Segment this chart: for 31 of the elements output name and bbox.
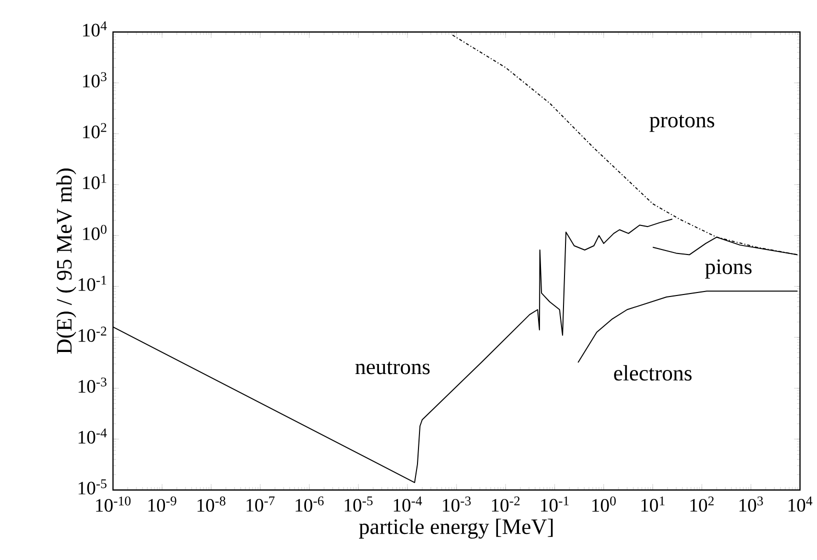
y-tick-label: 10$^{-5}$ [78, 479, 106, 494]
x-tick-label: 10$^{3}$ [740, 496, 763, 512]
x-tick-label: 10$^{-10}$ [96, 496, 131, 512]
y-tick-label: 10$^{2}$ [83, 123, 106, 138]
y-tick-label: 10$^{3}$ [83, 72, 106, 88]
series-label: electrons [614, 365, 692, 381]
x-tick-label: 10$^{-1}$ [541, 496, 569, 512]
x-tick-label: 10$^{-9}$ [148, 496, 176, 512]
y-tick-label: 10$^{1}$ [83, 174, 106, 190]
y-tick-label: 10$^{-4}$ [78, 428, 107, 444]
x-tick-label: 10$^{-8}$ [198, 496, 226, 512]
x-axis-title: particle energy [MeV] [359, 518, 553, 539]
x-tick-label: 10$^{-5}$ [344, 496, 373, 512]
x-tick-label: 10$^{2}$ [690, 496, 714, 512]
x-tick-label: 10$^{1}$ [641, 496, 665, 512]
x-tick-label: 10$^{0}$ [592, 496, 616, 512]
y-tick-label: 10$^{0}$ [83, 224, 106, 240]
x-tick-label: 10$^{-6}$ [296, 496, 324, 512]
series-label: pions [705, 259, 752, 279]
y-tick-label: 10$^{-3}$ [78, 378, 106, 393]
x-tick-label: 10$^{-7}$ [246, 496, 275, 512]
text: protons [650, 114, 714, 132]
y-tick-label: 10$^{-1}$ [78, 276, 106, 291]
y-tick-label: 10$^{4}$ [83, 21, 107, 37]
x-tick-label: 10$^{-3}$ [442, 496, 471, 512]
x-tick-label: 10$^{4}$ [788, 496, 812, 512]
y-tick-label: 10$^{-2}$ [78, 326, 106, 342]
x-tick-label: 10$^{-4}$ [394, 496, 422, 512]
series-label: neutrons [355, 362, 430, 374]
y-axis-title: D(E) / ( 95 MeV mb) [56, 168, 76, 354]
x-tick-label: 10$^{-2}$ [492, 496, 520, 512]
